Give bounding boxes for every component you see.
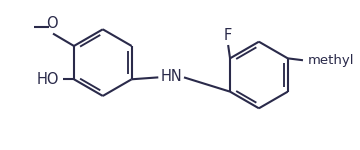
Text: HO: HO <box>36 72 59 87</box>
Text: F: F <box>224 28 232 43</box>
Text: methyl: methyl <box>308 54 354 67</box>
Text: O: O <box>46 16 58 31</box>
Text: HN: HN <box>161 69 183 84</box>
